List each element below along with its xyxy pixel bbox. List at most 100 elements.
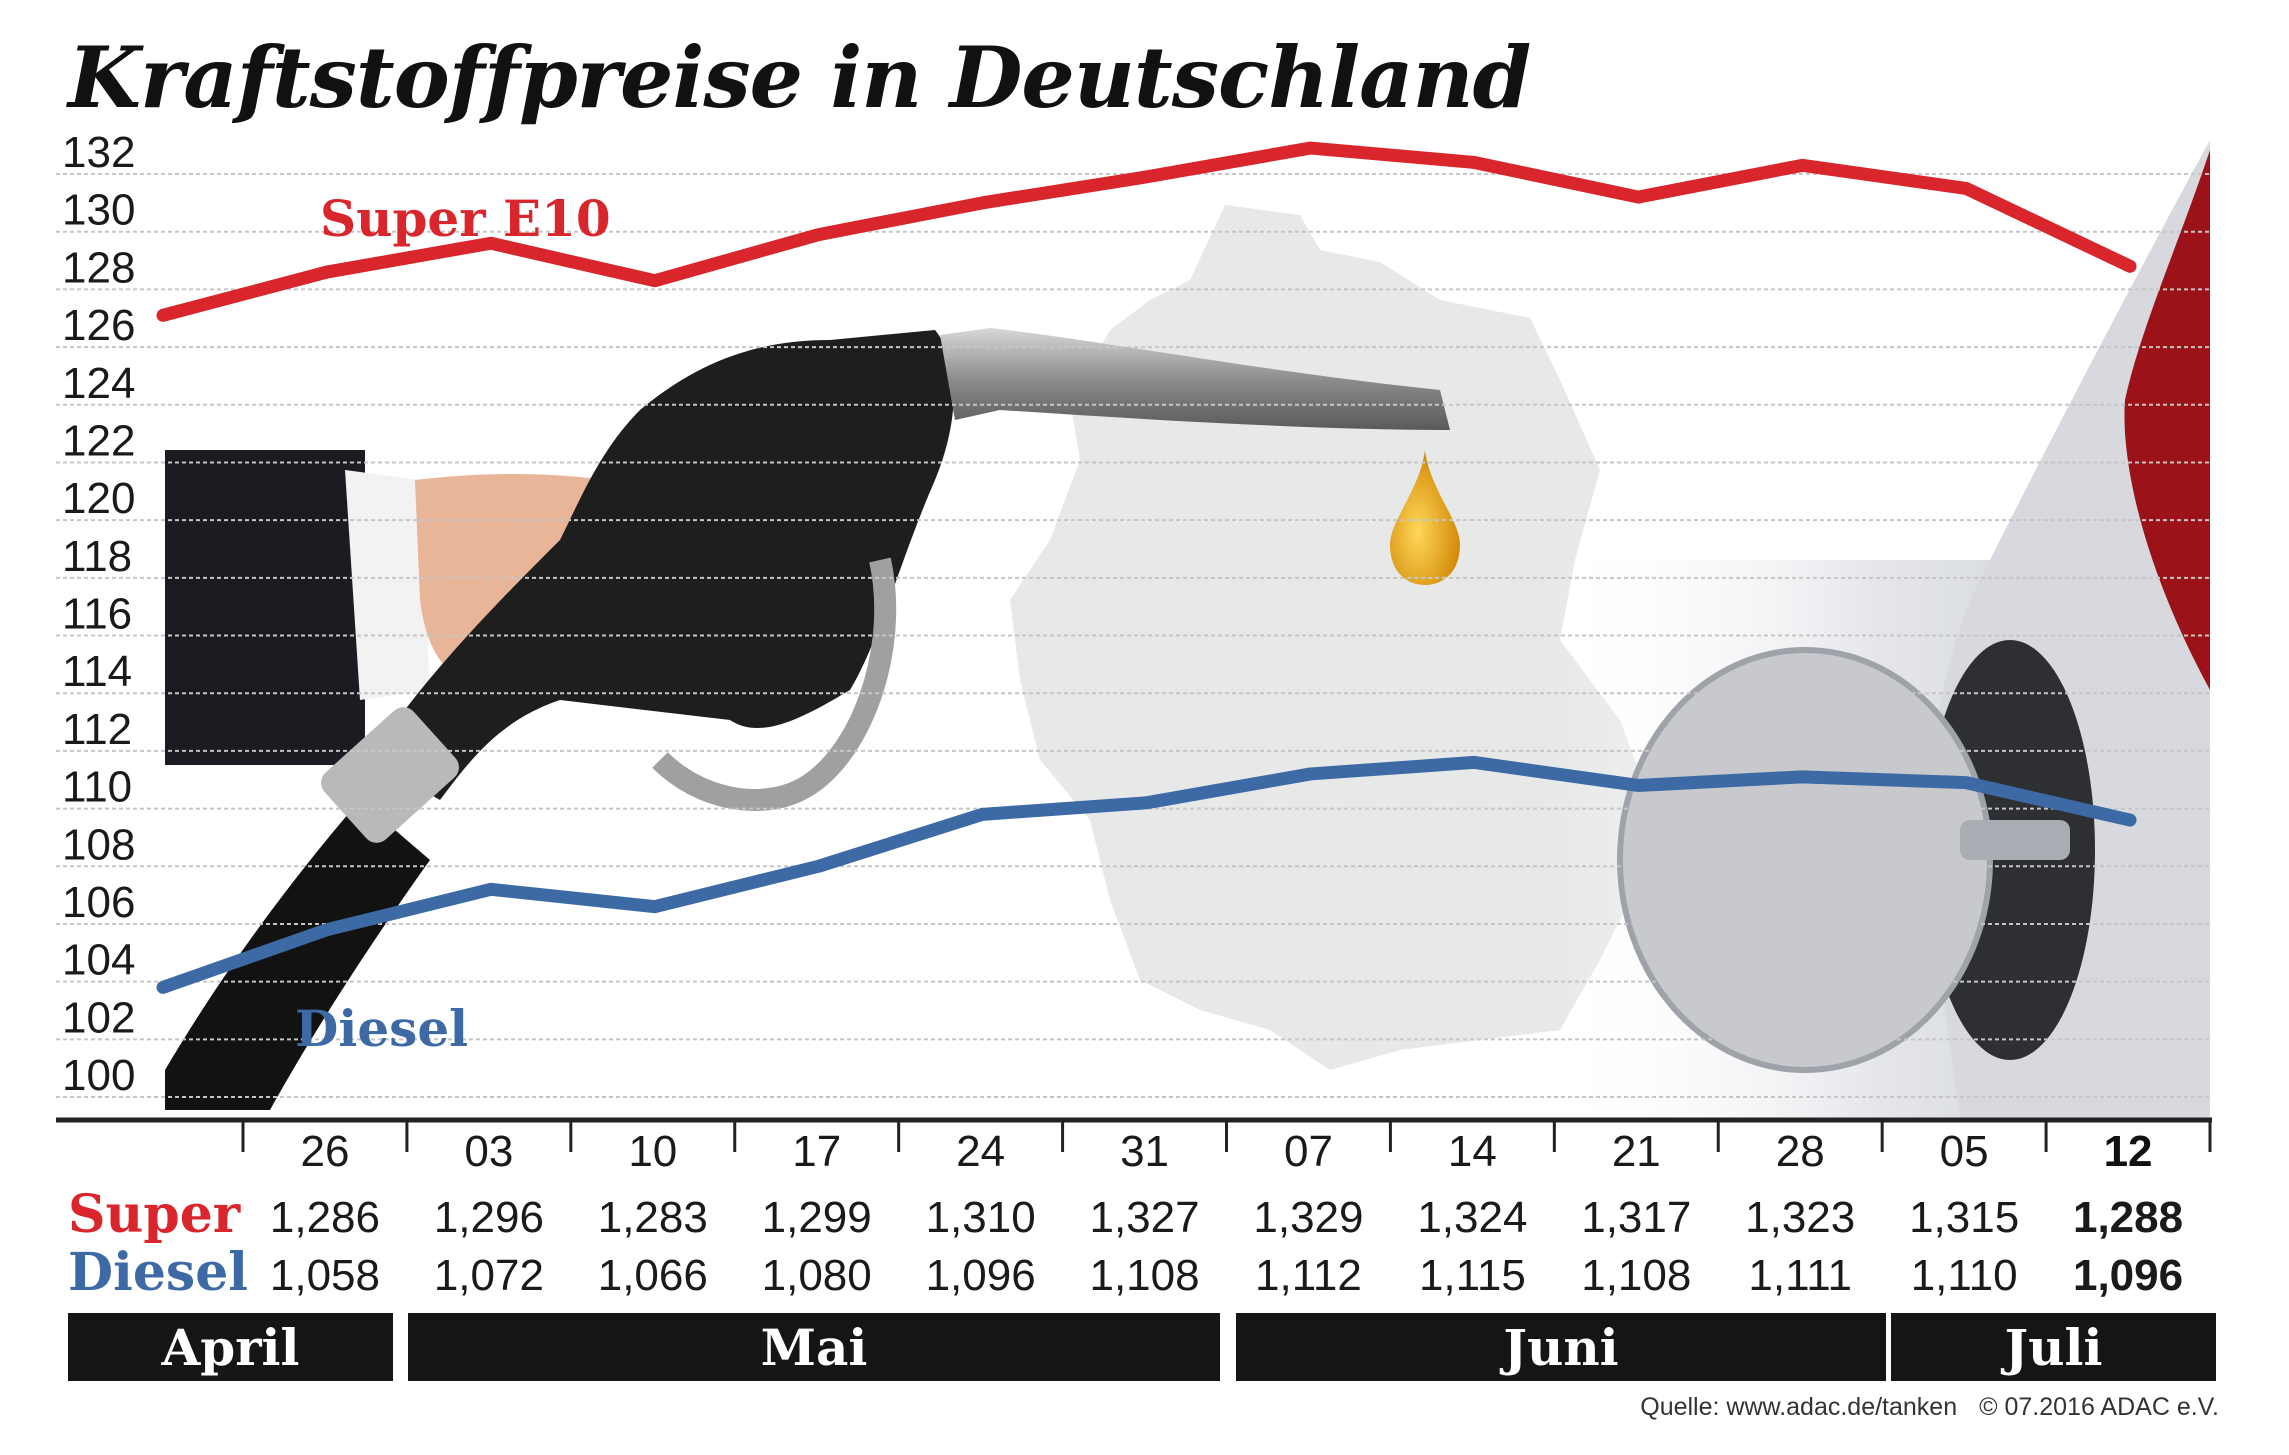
table-cell-diesel-12: 1,096 [2073, 1251, 2183, 1300]
data-point-super-e10-7 [1306, 144, 1315, 153]
table-cell-diesel-07: 1,112 [1255, 1251, 1362, 1300]
nozzle-collar [321, 707, 459, 843]
table-cell-super-03: 1,296 [434, 1193, 544, 1242]
data-point-super-e10-12 [2126, 262, 2134, 271]
table-cell-diesel-28: 1,111 [1748, 1251, 1852, 1300]
data-point-diesel-8 [1470, 758, 1479, 767]
table-cell-super-05: 1,315 [1909, 1193, 2019, 1242]
table-cell-diesel-17: 1,080 [762, 1251, 872, 1300]
fuel-cap-lid [1617, 647, 1993, 1073]
month-label-juli: Juli [1891, 1313, 2216, 1381]
x-tick-label-28: 28 [1776, 1127, 1825, 1176]
data-point-diesel-3 [650, 902, 659, 911]
data-point-super-e10-2 [486, 239, 495, 248]
month-label-juni: Juni [1236, 1313, 1886, 1381]
data-point-super-e10-11 [1962, 184, 1971, 193]
fuel-cap-hinge [1960, 820, 2070, 860]
data-point-diesel-0 [159, 983, 167, 992]
table-cell-super-10: 1,283 [598, 1193, 708, 1242]
nozzle-trigger-guard [652, 557, 897, 811]
y-tick-label-120: 120 [62, 474, 135, 523]
data-point-diesel-1 [322, 925, 331, 934]
data-point-super-e10-4 [814, 230, 823, 239]
x-tick-label-05: 05 [1940, 1127, 1989, 1176]
table-cell-diesel-24: 1,096 [926, 1251, 1036, 1300]
fuel-hose [165, 800, 430, 1110]
x-axis: 26 03 10 17 24 31 07 14 21 28 05 12 [56, 1117, 2212, 1176]
table-cell-super-28: 1,323 [1745, 1193, 1855, 1242]
x-tick-label-31: 31 [1120, 1127, 1169, 1176]
x-tick-label-12: 12 [2104, 1127, 2153, 1176]
data-point-diesel-4 [814, 862, 823, 871]
copyright-text: © 07.2016 ADAC e.V. [1979, 1393, 2219, 1421]
data-point-diesel-6 [1142, 798, 1151, 807]
price-table: Super 1,286 1,296 1,283 1,299 1,310 1,327 1,329… [68, 1184, 2183, 1303]
x-tick-label-26: 26 [300, 1127, 349, 1176]
data-point-super-e10-9 [1634, 193, 1643, 202]
data-point-diesel-2 [486, 885, 495, 894]
table-cell-super-24: 1,310 [926, 1193, 1036, 1242]
table-cell-super-12: 1,288 [2073, 1193, 2183, 1242]
fuel-drop [1390, 450, 1460, 585]
chart-title: Kraftstoffpreise in Deutschland [68, 28, 1531, 127]
x-tick-label-14: 14 [1448, 1127, 1497, 1176]
y-tick-label-116: 116 [62, 590, 132, 639]
table-cell-diesel-14: 1,115 [1419, 1251, 1526, 1300]
table-cell-diesel-03: 1,072 [434, 1251, 544, 1300]
series-label-super-e10: Super E10 [320, 189, 611, 248]
data-point-super-e10-1 [322, 268, 331, 277]
table-cell-diesel-10: 1,066 [598, 1251, 708, 1300]
table-cell-super-14: 1,324 [1417, 1193, 1527, 1242]
source-text: Quelle: www.adac.de/tanken [1640, 1393, 1958, 1421]
table-cell-super-26: 1,286 [270, 1193, 380, 1242]
y-tick-label-130: 130 [62, 186, 135, 235]
suit-sleeve [165, 450, 365, 765]
background-illustration [165, 140, 2210, 1120]
y-tick-label-114: 114 [62, 647, 132, 696]
x-tick-label-07: 07 [1284, 1127, 1333, 1176]
table-cell-super-07: 1,329 [1253, 1193, 1363, 1242]
y-tick-label-108: 108 [62, 820, 135, 869]
series-lines [156, 141, 2137, 994]
y-tick-label-110: 110 [62, 763, 132, 812]
x-tick-label-24: 24 [956, 1127, 1005, 1176]
car-taillight [2124, 150, 2210, 690]
y-tick-label-118: 118 [62, 532, 132, 581]
data-point-super-e10-8 [1470, 158, 1479, 167]
data-point-super-e10-3 [650, 276, 659, 285]
germany-map-silhouette [1010, 205, 1650, 1070]
y-tick-label-104: 104 [62, 936, 135, 985]
x-tick-label-03: 03 [464, 1127, 513, 1176]
shirt-cuff [345, 470, 430, 700]
table-row-label-super: Super [68, 1184, 241, 1245]
table-row-label-diesel: Diesel [68, 1242, 248, 1303]
data-point-diesel-12 [2126, 816, 2134, 825]
month-label-mai: Mai [408, 1313, 1220, 1381]
data-point-diesel-7 [1306, 769, 1315, 778]
y-tick-label-102: 102 [62, 993, 135, 1042]
y-tick-label-106: 106 [62, 878, 135, 927]
data-point-diesel-9 [1634, 781, 1643, 790]
x-tick-label-17: 17 [792, 1127, 841, 1176]
table-cell-diesel-21: 1,108 [1581, 1251, 1691, 1300]
series-label-diesel: Diesel [295, 999, 468, 1058]
y-axis: 100 102 104 106 108 110 112 114 116 118 120 122 124 1… [62, 128, 135, 1100]
y-tick-label-122: 122 [62, 416, 135, 465]
table-cell-super-21: 1,317 [1581, 1193, 1691, 1242]
data-point-super-e10-10 [1798, 161, 1807, 170]
y-tick-label-126: 126 [62, 301, 135, 350]
data-point-diesel-5 [978, 810, 987, 819]
y-tick-label-112: 112 [62, 705, 132, 754]
table-cell-diesel-26: 1,058 [270, 1251, 380, 1300]
x-tick-label-21: 21 [1612, 1127, 1661, 1176]
table-cell-super-17: 1,299 [762, 1193, 872, 1242]
month-label-april: April [68, 1313, 393, 1381]
data-point-super-e10-0 [159, 311, 167, 320]
data-point-super-e10-5 [978, 198, 987, 207]
data-point-super-e10-6 [1142, 172, 1151, 181]
y-tick-label-100: 100 [62, 1051, 135, 1100]
x-tick-label-10: 10 [628, 1127, 677, 1176]
y-tick-label-124: 124 [62, 359, 135, 408]
data-point-diesel-11 [1962, 778, 1971, 787]
